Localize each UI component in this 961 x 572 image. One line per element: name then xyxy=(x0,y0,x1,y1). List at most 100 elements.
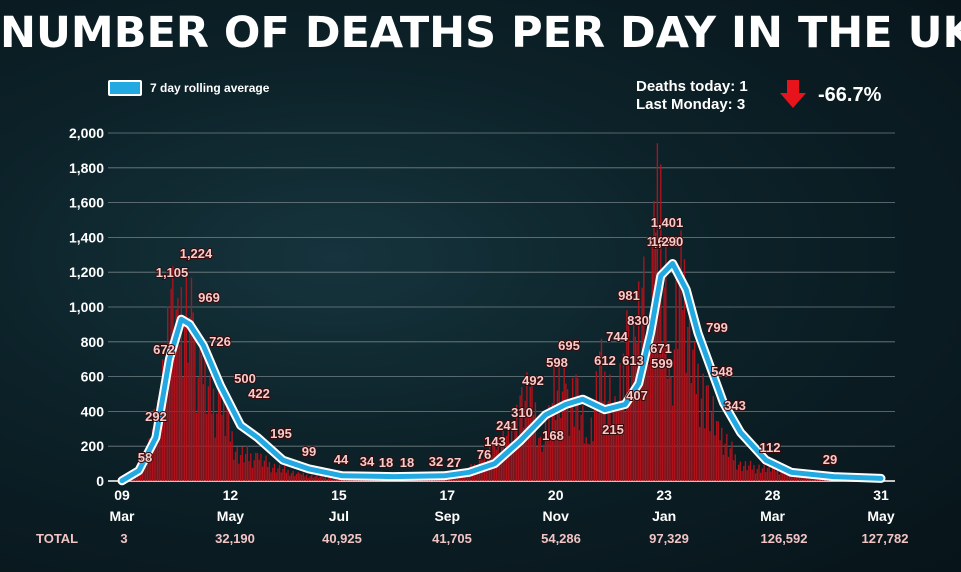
data-label: 799 xyxy=(706,320,728,335)
daily-bar xyxy=(668,361,670,481)
daily-bar xyxy=(221,414,223,481)
daily-bar xyxy=(580,414,582,481)
daily-bar xyxy=(299,473,301,481)
daily-bar xyxy=(200,354,203,481)
daily-bar xyxy=(246,446,249,481)
daily-bar xyxy=(788,473,791,481)
daily-bar xyxy=(170,288,172,481)
daily-bar xyxy=(741,471,743,481)
total-value: 41,705 xyxy=(432,531,472,546)
data-label: 599 xyxy=(651,356,673,371)
y-tick-label: 0 xyxy=(96,473,104,489)
chart-title: NUMBER OF DEATHS PER DAY IN THE UK xyxy=(0,8,961,58)
daily-bar xyxy=(634,336,637,481)
daily-bar xyxy=(738,464,740,481)
daily-bar xyxy=(504,451,506,481)
daily-bar xyxy=(185,268,188,481)
daily-bar xyxy=(248,461,250,481)
data-label: 112 xyxy=(760,440,781,455)
data-label: 612 xyxy=(594,353,616,368)
daily-bar xyxy=(238,463,240,481)
daily-bar xyxy=(261,466,264,481)
daily-bar xyxy=(265,455,267,481)
daily-bar xyxy=(561,391,564,481)
daily-bar xyxy=(236,447,238,481)
daily-bar xyxy=(587,443,589,481)
total-value: 126,592 xyxy=(761,531,808,546)
stats-box: Deaths today: 1 Last Monday: 3 xyxy=(636,78,748,114)
last-monday: Last Monday: 3 xyxy=(636,96,746,113)
daily-bar xyxy=(756,468,759,481)
daily-bar xyxy=(680,230,682,481)
daily-bar xyxy=(588,444,591,481)
daily-bar xyxy=(568,435,570,481)
daily-bar xyxy=(189,317,191,481)
daily-bar xyxy=(624,411,626,481)
daily-bar xyxy=(289,475,291,481)
daily-bar xyxy=(710,412,713,481)
daily-bar xyxy=(592,441,594,481)
daily-bar xyxy=(734,454,736,481)
daily-bar xyxy=(548,405,550,481)
daily-bar xyxy=(709,431,711,481)
daily-bar xyxy=(810,478,813,481)
daily-bar xyxy=(731,441,733,481)
daily-bar xyxy=(719,440,721,481)
y-tick-label: 1,400 xyxy=(69,229,104,245)
daily-bar xyxy=(514,428,516,481)
daily-bar xyxy=(751,469,753,481)
daily-bar xyxy=(305,474,308,481)
data-label: 18 xyxy=(400,455,414,470)
daily-bar xyxy=(182,376,184,481)
daily-bar xyxy=(712,396,714,481)
daily-bar xyxy=(682,309,684,481)
daily-bar xyxy=(512,450,515,481)
data-label: 695 xyxy=(558,338,580,353)
y-tick-label: 1,600 xyxy=(69,195,104,211)
daily-bar xyxy=(599,351,601,481)
data-label: 343 xyxy=(724,398,746,413)
data-label: 613 xyxy=(622,353,644,368)
daily-bar xyxy=(534,402,537,481)
daily-bar xyxy=(541,451,543,481)
daily-bar xyxy=(573,426,576,481)
daily-bar xyxy=(321,475,323,481)
daily-bar xyxy=(766,468,769,481)
daily-bar xyxy=(311,474,313,481)
daily-bar xyxy=(663,287,665,481)
x-tick-month: Mar xyxy=(760,508,785,524)
daily-bar xyxy=(699,426,701,481)
daily-bar xyxy=(697,363,699,481)
daily-bar xyxy=(792,476,794,481)
daily-bar xyxy=(617,405,620,481)
daily-bar xyxy=(665,237,667,481)
daily-bar xyxy=(334,477,337,481)
daily-bar xyxy=(760,472,762,481)
daily-bar xyxy=(670,376,672,481)
daily-bar xyxy=(195,412,198,481)
daily-bar xyxy=(553,360,555,481)
daily-bar xyxy=(782,468,784,481)
daily-bar xyxy=(267,466,269,481)
y-tick-label: 1,000 xyxy=(69,299,104,315)
y-tick-label: 200 xyxy=(81,438,105,454)
daily-bar xyxy=(673,349,675,481)
daily-bar xyxy=(761,468,764,481)
daily-bar xyxy=(527,416,530,481)
data-label: 969 xyxy=(198,290,220,305)
daily-bar xyxy=(243,462,245,481)
x-tick-month: May xyxy=(217,508,244,524)
daily-bar xyxy=(290,473,293,481)
daily-bar xyxy=(273,463,276,481)
total-value: 40,925 xyxy=(322,531,362,546)
daily-bar xyxy=(178,344,181,481)
daily-bar xyxy=(226,407,228,481)
daily-bar xyxy=(621,401,623,481)
daily-bar xyxy=(197,377,199,481)
daily-bar xyxy=(270,472,272,481)
daily-bar xyxy=(146,454,149,481)
daily-bar xyxy=(565,383,567,481)
daily-bar xyxy=(722,454,725,481)
daily-bar xyxy=(456,477,459,481)
daily-bar xyxy=(765,472,767,481)
